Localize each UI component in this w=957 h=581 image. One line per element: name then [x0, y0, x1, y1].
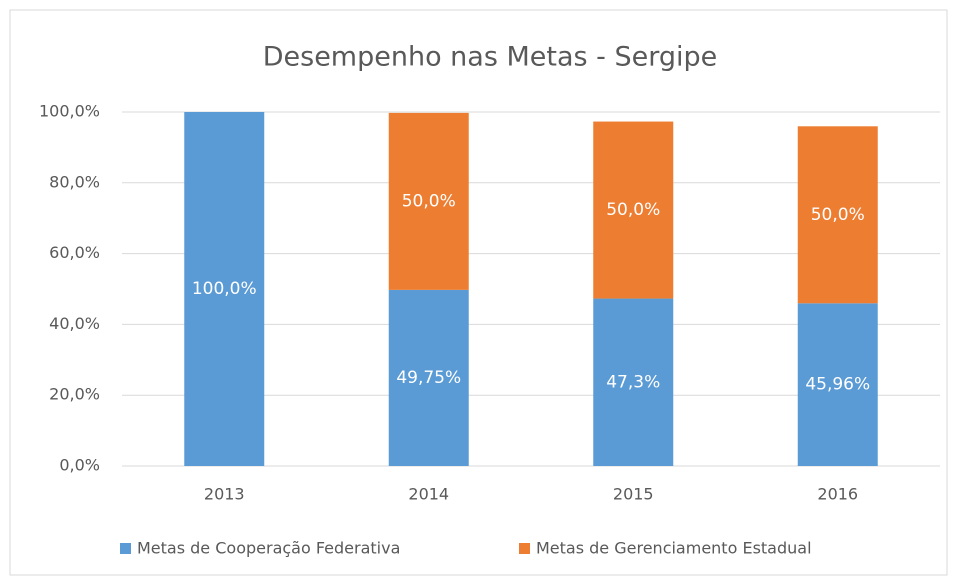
y-tick-label: 60,0%	[49, 243, 100, 262]
legend-label: Metas de Gerenciamento Estadual	[536, 539, 812, 558]
data-label: 50,0%	[606, 200, 660, 220]
data-label: 100,0%	[192, 279, 257, 299]
y-tick-label: 80,0%	[49, 172, 100, 191]
data-label: 49,75%	[396, 368, 461, 388]
bar-segment	[184, 112, 265, 466]
bar-segment	[388, 289, 469, 466]
bar-segment	[388, 112, 469, 290]
data-label: 47,3%	[606, 372, 660, 392]
legend-label: Metas de Cooperação Federativa	[137, 539, 400, 558]
data-label: 50,0%	[402, 191, 456, 211]
y-tick-label: 100,0%	[39, 102, 100, 121]
x-tick-label: 2015	[613, 485, 654, 504]
chart-frame	[9, 9, 948, 576]
x-tick-label: 2014	[408, 485, 449, 504]
bar-segment	[593, 298, 674, 466]
bar-segment	[593, 121, 674, 299]
chart-title: Desempenho nas Metas - Sergipe	[263, 42, 718, 73]
data-label: 45,96%	[805, 375, 870, 395]
x-tick-label: 2013	[204, 485, 245, 504]
y-tick-label: 20,0%	[49, 385, 100, 404]
x-tick-label: 2016	[817, 485, 858, 504]
legend-swatch	[120, 543, 131, 554]
y-tick-label: 40,0%	[49, 314, 100, 333]
legend-swatch	[519, 543, 530, 554]
bar-segment	[797, 303, 878, 466]
bar-segment	[797, 126, 878, 304]
y-tick-label: 0,0%	[59, 456, 100, 475]
data-label: 50,0%	[811, 205, 865, 225]
